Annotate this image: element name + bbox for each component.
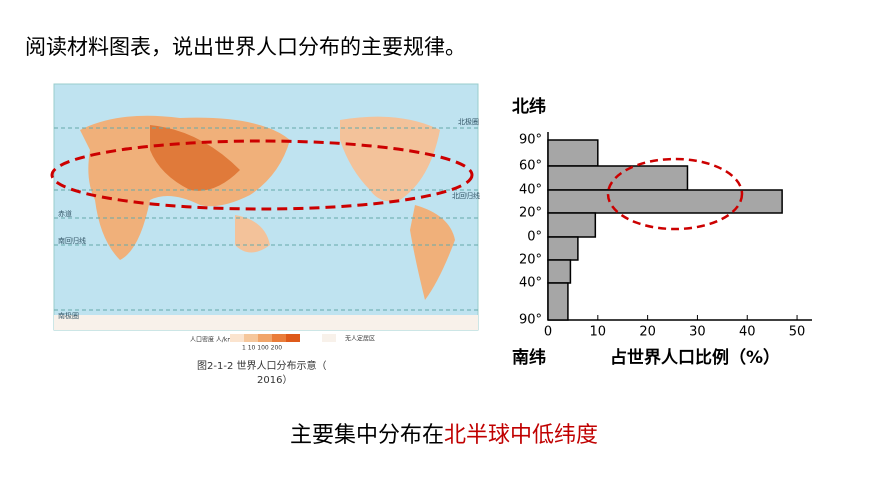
bar [547,236,579,261]
latitude-lines [54,127,478,311]
bar [547,212,597,238]
map-label: 北极圈 [458,117,479,126]
map-labels: 北极圈 北回归线 赤道 南回归线 南极圈 [58,117,480,320]
y-tick-label: 90° [519,133,542,148]
map: 北极圈 北回归线 赤道 南回归线 南极圈 人口密度 人/km² 1 10 100… [50,83,480,386]
bar [547,189,783,214]
highlight-ellipse [50,139,474,211]
highlight-ellipse [606,157,744,231]
y-tick-label: 90° [519,313,542,328]
south-america [410,205,455,300]
antarctica [54,315,478,330]
legend-empty: 无人定居区 [345,335,375,343]
x-axis-label: 占世界人口比例（%） [610,347,780,368]
x-tick-label: 30 [689,325,706,340]
x-tick-label: 20 [639,325,656,340]
question: 阅读材料图表，说出世界人口分布的主要规律。 [25,35,466,59]
x-tick-label: 40 [739,325,756,340]
y-tick-label: 40° [519,183,542,198]
bar [547,282,569,321]
x-tick-label: 50 [789,325,806,340]
answer-highlight: 北半球中低纬度 [444,423,598,448]
bar [547,139,599,167]
bar [547,165,689,191]
map-caption: 2016） [257,374,292,386]
dense-asia [150,125,240,191]
map-label: 南极圈 [58,311,79,320]
bar [547,259,572,284]
y-top-label: 北纬 [512,96,546,117]
y-bottom-label: 南纬 [512,347,546,368]
x-tick-label: 0 [544,325,552,340]
y-tick-label: 20° [519,253,542,268]
legend-swatches [230,334,336,342]
map-caption: 图2-1-2 世界人口分布示意（ [197,359,326,372]
australia [235,215,270,253]
answer-prefix: 主要集中分布在 [290,423,444,448]
eurasia-africa [80,115,290,260]
bar-chart: 北纬 南纬 占世界人口比例（%） 90° 60° 40° 20° 0° 20° 40° 90°… [512,96,812,368]
map-label: 北回归线 [452,191,480,200]
y-tick-label: 60° [519,159,542,174]
x-tick-label: 10 [590,325,607,340]
north-america [340,116,440,202]
y-tick-label: 20° [519,206,542,221]
map-label: 南回归线 [58,236,86,245]
y-tick-label: 40° [519,276,542,291]
legend-scale: 1 10 100 200 [242,345,282,352]
y-tick-label: 0° [527,230,542,245]
map-label: 赤道 [58,209,72,218]
legend-title: 人口密度 人/km² [190,336,236,344]
